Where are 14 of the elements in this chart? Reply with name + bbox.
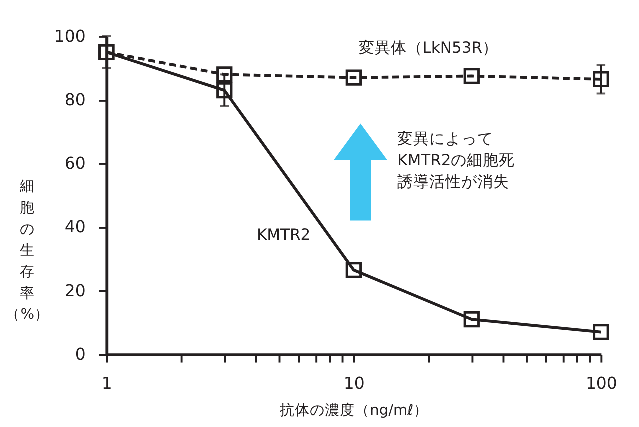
y-tick-label: 80 (64, 90, 86, 110)
y-tick-label: 40 (64, 218, 86, 237)
y-tick-label: 20 (64, 281, 86, 300)
y-tick-label: 100 (54, 26, 86, 46)
x-tick-label: 100 (586, 374, 618, 393)
series-label: KMTR2 (256, 226, 311, 244)
annotation: 変異によってKMTR2の細胞死誘導活性が消失 (398, 130, 516, 191)
x-tick-label: 1 (102, 374, 112, 393)
series-label: 変異体（LkN53R） (358, 38, 498, 57)
y-axis-title: 細胞の生存率（%） (6, 179, 50, 324)
y-tick-label: 60 (64, 154, 86, 174)
x-axis-title: 抗体の濃度（ng/mℓ） (280, 402, 429, 420)
x-tick-label: 10 (344, 374, 365, 393)
y-tick-label: 0 (75, 344, 86, 364)
